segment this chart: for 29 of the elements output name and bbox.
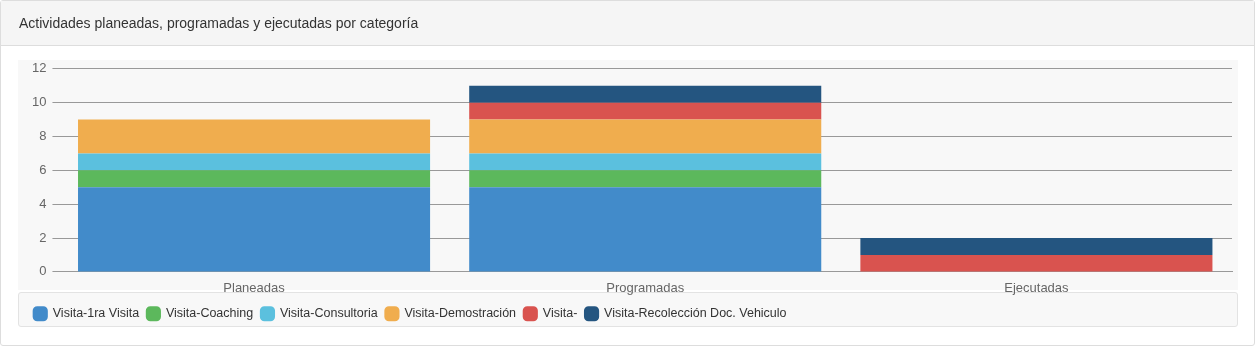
bar (860, 238, 1213, 255)
y-tick-label: 6 (39, 161, 47, 177)
legend-label: Visita-Coaching (165, 306, 254, 321)
bar (469, 170, 822, 188)
chart-title: Actividades planeadas, programadas y ejecutadas por categoría (1, 1, 1254, 46)
bar (469, 102, 822, 120)
bar (78, 119, 431, 154)
bar (469, 119, 822, 154)
legend-label: Visita- (542, 306, 578, 321)
y-tick-label: 4 (39, 195, 47, 211)
bar (469, 85, 822, 103)
bar (78, 170, 431, 188)
y-tick-label: 12 (31, 60, 47, 76)
bar (860, 254, 1213, 272)
y-tick-label: 2 (39, 229, 47, 245)
y-tick-label: 0 (39, 263, 47, 279)
x-tick-label: Programadas (606, 280, 685, 296)
y-tick-label: 10 (31, 94, 47, 110)
legend-label: Visita-Demostración (404, 306, 517, 321)
y-tick-label: 8 (39, 128, 47, 144)
bar (78, 187, 431, 272)
legend-label: Visita-Consultoria (279, 306, 378, 321)
bar (469, 153, 822, 171)
x-tick-label: Planeadas (223, 280, 286, 296)
bar (469, 187, 822, 272)
bar (78, 153, 431, 171)
legend-label: Visita-Recolección Doc. Vehiculo (604, 306, 787, 321)
x-tick-label: Ejecutadas (1004, 280, 1070, 296)
legend-label: Visita-1ra Visita (52, 306, 140, 321)
